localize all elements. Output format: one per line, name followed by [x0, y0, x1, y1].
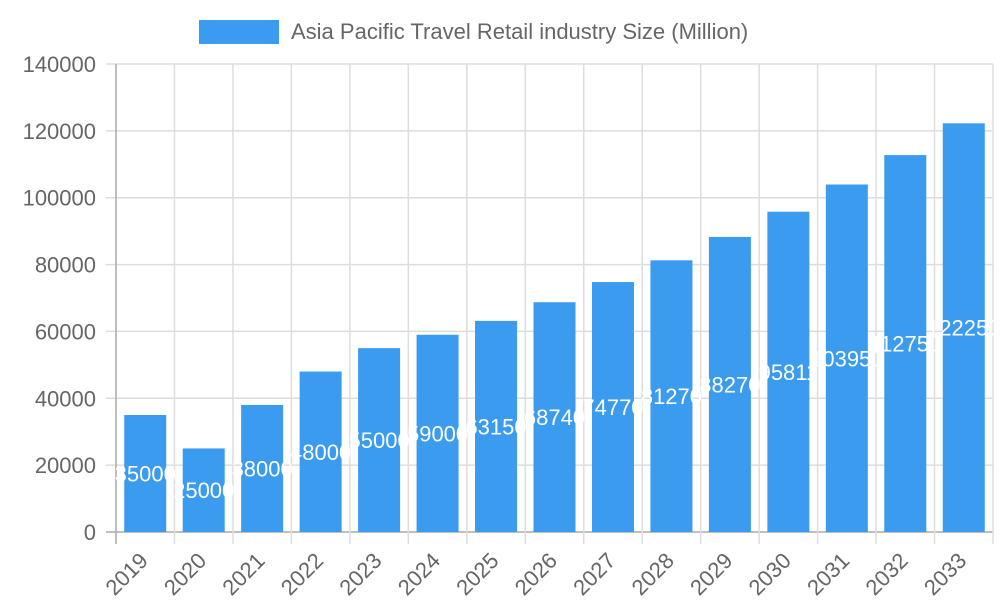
x-tick-label: 2023	[334, 548, 386, 600]
data-label: 63150	[465, 414, 526, 439]
grid-lines	[106, 63, 994, 544]
bar[interactable]	[650, 260, 693, 532]
x-tick-label: 2024	[393, 548, 445, 600]
y-tick-label: 100000	[23, 186, 96, 211]
x-tick-label: 2019	[100, 548, 152, 600]
data-label: 95811	[759, 360, 819, 385]
y-tick-label: 80000	[35, 253, 96, 278]
data-label: 55000	[349, 428, 410, 453]
bar[interactable]	[884, 155, 927, 533]
data-label: 103950	[810, 346, 883, 371]
x-tick-label: 2026	[510, 548, 562, 600]
y-tick-label: 120000	[23, 119, 96, 144]
data-label: 88270	[699, 372, 760, 397]
chart-legend[interactable]: Asia Pacific Travel Retail industry Size…	[199, 19, 748, 45]
x-tick-label: 2032	[861, 548, 913, 600]
y-tick-label: 40000	[35, 386, 96, 411]
data-label: 35000	[115, 462, 176, 487]
data-label: 81270	[641, 384, 702, 409]
bar[interactable]	[825, 184, 868, 532]
bar[interactable]	[182, 448, 225, 532]
bar[interactable]	[124, 415, 167, 532]
data-label: 48000	[290, 440, 351, 465]
legend-label: Asia Pacific Travel Retail industry Size…	[291, 19, 749, 44]
bar[interactable]	[475, 320, 518, 532]
y-tick-label: 20000	[35, 453, 96, 478]
data-label: 38000	[232, 456, 293, 481]
bar[interactable]	[299, 371, 342, 532]
y-axis: 0 20000 40000 60000 80000 100000 120000 140000	[23, 52, 96, 545]
x-tick-label: 2022	[276, 548, 328, 600]
bar[interactable]	[358, 348, 401, 532]
y-tick-label: 140000	[23, 52, 96, 77]
x-tick-label: 2020	[159, 548, 211, 600]
x-tick-label: 2021	[217, 548, 269, 600]
x-tick-label: 2029	[685, 548, 737, 600]
bar[interactable]	[241, 404, 284, 532]
data-label: 122250	[927, 316, 1000, 341]
bar[interactable]	[942, 123, 985, 532]
x-tick-label: 2025	[451, 548, 503, 600]
bar[interactable]	[708, 236, 751, 532]
x-axis: 2019 2020 2021 2022 2023 2024 2025 2026 2027 2028…	[100, 548, 971, 600]
x-tick-label: 2031	[802, 548, 854, 600]
bars: 3500025000380004800055000590006315068740…	[115, 123, 1000, 533]
data-label: 68740	[524, 405, 585, 430]
bar[interactable]	[767, 211, 810, 532]
y-tick-label: 60000	[35, 319, 96, 344]
x-tick-label: 2030	[744, 548, 796, 600]
data-label: 59000	[407, 421, 468, 446]
data-label: 112750	[869, 332, 941, 357]
y-tick-label: 0	[84, 520, 96, 545]
x-tick-label: 2028	[627, 548, 679, 600]
x-tick-label: 2027	[568, 548, 620, 600]
legend-swatch	[199, 20, 279, 44]
bar[interactable]	[591, 282, 634, 532]
data-label: 25000	[173, 478, 234, 503]
data-label: 74770	[582, 395, 643, 420]
bar[interactable]	[416, 334, 459, 532]
bar[interactable]	[533, 302, 576, 532]
x-tick-label: 2033	[919, 548, 971, 600]
